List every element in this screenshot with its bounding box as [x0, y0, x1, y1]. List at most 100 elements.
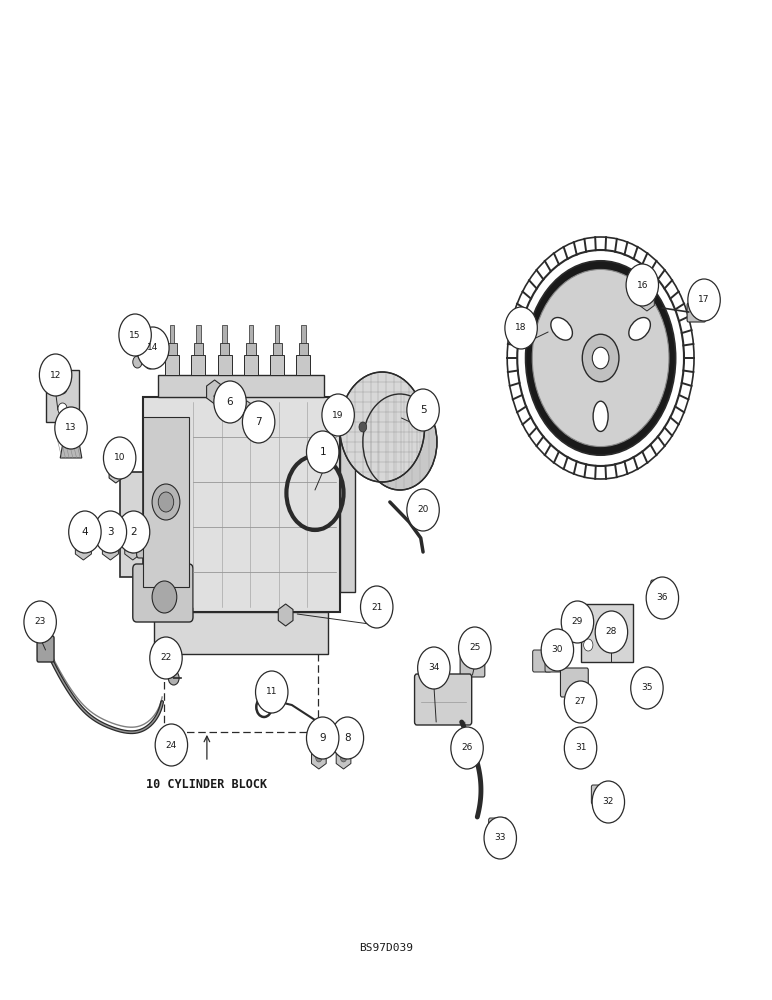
- Text: 7: 7: [256, 417, 262, 427]
- Text: 10: 10: [114, 454, 125, 462]
- Circle shape: [214, 381, 246, 423]
- Circle shape: [407, 389, 439, 431]
- FancyBboxPatch shape: [415, 674, 472, 725]
- Circle shape: [158, 492, 174, 512]
- Bar: [249, 325, 253, 343]
- Text: 28: 28: [606, 628, 617, 637]
- Circle shape: [592, 781, 625, 823]
- Text: 21: 21: [371, 602, 382, 611]
- Circle shape: [532, 269, 669, 447]
- Circle shape: [107, 543, 114, 553]
- Circle shape: [137, 327, 169, 369]
- Ellipse shape: [593, 401, 608, 431]
- Circle shape: [55, 407, 87, 449]
- Text: 11: 11: [266, 688, 277, 696]
- Text: 29: 29: [572, 617, 583, 626]
- Circle shape: [80, 543, 87, 553]
- Text: 35: 35: [642, 684, 652, 692]
- Circle shape: [605, 619, 615, 631]
- Circle shape: [407, 489, 439, 531]
- Text: 5: 5: [420, 405, 426, 415]
- Text: 30: 30: [552, 646, 563, 654]
- Text: 18: 18: [516, 324, 527, 332]
- Text: 27: 27: [575, 698, 586, 706]
- FancyBboxPatch shape: [560, 668, 588, 697]
- Circle shape: [363, 394, 437, 490]
- Text: 36: 36: [657, 593, 668, 602]
- Text: 16: 16: [637, 280, 648, 290]
- Text: 14: 14: [147, 344, 158, 353]
- Bar: [46, 370, 79, 422]
- Text: 12: 12: [50, 370, 61, 379]
- Circle shape: [631, 673, 650, 697]
- Circle shape: [152, 484, 180, 520]
- Text: 20: 20: [418, 506, 428, 514]
- Text: 13: 13: [66, 424, 76, 432]
- Bar: [170, 325, 174, 343]
- Text: 23: 23: [35, 617, 46, 626]
- FancyBboxPatch shape: [37, 636, 54, 662]
- Circle shape: [541, 629, 574, 671]
- Circle shape: [361, 586, 393, 628]
- Text: 15: 15: [130, 330, 141, 340]
- Circle shape: [582, 334, 619, 382]
- Circle shape: [94, 511, 127, 553]
- Text: BS97D039: BS97D039: [359, 943, 413, 953]
- Circle shape: [129, 543, 137, 553]
- Circle shape: [306, 431, 339, 473]
- FancyBboxPatch shape: [591, 785, 616, 804]
- Circle shape: [418, 647, 450, 689]
- FancyBboxPatch shape: [460, 653, 485, 677]
- Bar: [143, 397, 340, 612]
- Circle shape: [322, 394, 354, 436]
- Text: 24: 24: [166, 740, 177, 750]
- Circle shape: [316, 754, 322, 762]
- Text: 10 CYLINDER BLOCK: 10 CYLINDER BLOCK: [147, 778, 267, 792]
- Circle shape: [526, 261, 676, 455]
- Bar: [165, 355, 179, 375]
- Bar: [244, 355, 258, 375]
- Ellipse shape: [551, 318, 572, 340]
- Circle shape: [306, 717, 339, 759]
- Circle shape: [242, 401, 275, 443]
- Bar: [299, 343, 308, 355]
- Circle shape: [688, 279, 720, 321]
- Bar: [154, 612, 328, 654]
- FancyBboxPatch shape: [581, 604, 633, 662]
- Bar: [275, 325, 279, 343]
- Text: 2: 2: [130, 527, 137, 537]
- Bar: [143, 417, 189, 587]
- Circle shape: [595, 611, 628, 653]
- Circle shape: [58, 382, 67, 394]
- Circle shape: [584, 639, 593, 651]
- Bar: [168, 343, 177, 355]
- Circle shape: [103, 437, 136, 479]
- Text: 32: 32: [603, 798, 614, 806]
- Circle shape: [646, 577, 679, 619]
- Bar: [273, 343, 282, 355]
- Text: 22: 22: [161, 654, 171, 662]
- Circle shape: [505, 307, 537, 349]
- Text: 33: 33: [495, 834, 506, 842]
- Bar: [246, 343, 256, 355]
- Bar: [194, 343, 203, 355]
- Bar: [158, 375, 324, 397]
- FancyBboxPatch shape: [489, 818, 507, 840]
- Bar: [301, 325, 306, 343]
- Circle shape: [340, 754, 347, 762]
- Circle shape: [451, 727, 483, 769]
- FancyBboxPatch shape: [687, 303, 706, 322]
- Bar: [270, 355, 284, 375]
- Circle shape: [24, 601, 56, 643]
- Circle shape: [592, 347, 609, 369]
- FancyBboxPatch shape: [533, 650, 551, 672]
- Circle shape: [168, 671, 179, 685]
- Text: 34: 34: [428, 664, 439, 672]
- Text: 17: 17: [699, 296, 709, 304]
- Polygon shape: [60, 432, 82, 458]
- Circle shape: [69, 511, 101, 553]
- Circle shape: [155, 724, 188, 766]
- Text: 26: 26: [462, 744, 472, 752]
- FancyBboxPatch shape: [566, 738, 588, 757]
- FancyBboxPatch shape: [545, 650, 564, 672]
